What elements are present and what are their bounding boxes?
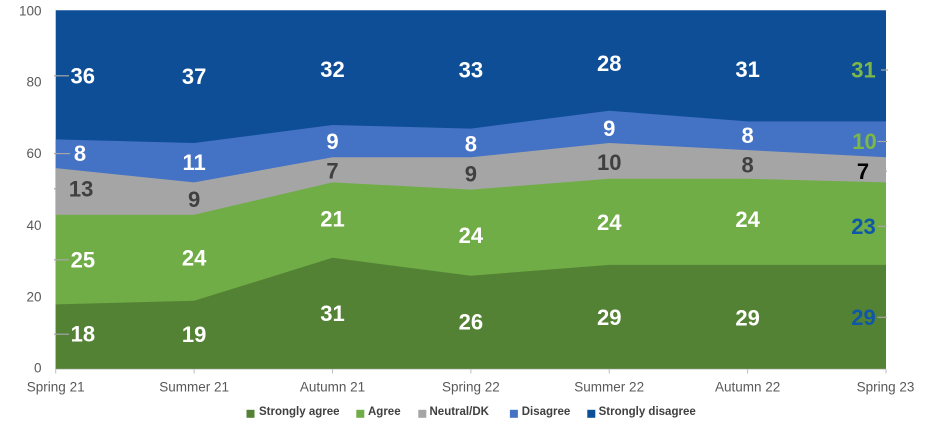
svg-text:Autumn 22: Autumn 22 — [715, 380, 780, 395]
svg-text:7: 7 — [857, 159, 869, 184]
svg-text:24: 24 — [735, 207, 760, 232]
svg-text:24: 24 — [182, 245, 207, 270]
svg-text:29: 29 — [851, 305, 875, 330]
svg-text:Disagree: Disagree — [522, 406, 571, 418]
svg-text:8: 8 — [465, 131, 477, 156]
svg-text:8: 8 — [741, 123, 753, 148]
svg-text:8: 8 — [741, 153, 753, 178]
svg-text:Agree: Agree — [368, 406, 401, 418]
svg-text:11: 11 — [182, 150, 205, 175]
svg-text:40: 40 — [26, 218, 41, 233]
svg-text:37: 37 — [182, 64, 206, 89]
svg-text:29: 29 — [735, 306, 759, 331]
svg-text:19: 19 — [182, 322, 206, 347]
svg-text:9: 9 — [465, 161, 477, 186]
svg-text:26: 26 — [459, 309, 483, 334]
svg-text:80: 80 — [26, 74, 41, 89]
svg-text:10: 10 — [852, 129, 876, 154]
svg-text:10: 10 — [597, 150, 621, 175]
svg-text:Neutral/DK: Neutral/DK — [430, 406, 490, 418]
svg-text:0: 0 — [34, 361, 42, 376]
svg-text:Autumn 21: Autumn 21 — [300, 380, 365, 395]
svg-text:Summer 21: Summer 21 — [159, 380, 229, 395]
svg-text:7: 7 — [326, 158, 338, 183]
svg-text:31: 31 — [735, 57, 759, 82]
svg-text:36: 36 — [70, 63, 94, 88]
svg-text:9: 9 — [603, 116, 615, 141]
svg-text:31: 31 — [320, 301, 344, 326]
svg-text:24: 24 — [459, 223, 484, 248]
svg-text:Summer 22: Summer 22 — [574, 380, 644, 395]
svg-text:Strongly agree: Strongly agree — [259, 406, 340, 418]
svg-text:31: 31 — [851, 58, 875, 83]
svg-text:Spring 22: Spring 22 — [442, 380, 500, 395]
svg-text:21: 21 — [320, 207, 344, 232]
svg-text:8: 8 — [74, 141, 86, 166]
svg-text:Strongly disagree: Strongly disagree — [599, 406, 696, 418]
svg-text:Spring 21: Spring 21 — [27, 380, 85, 395]
svg-text:32: 32 — [320, 57, 344, 82]
svg-text:20: 20 — [26, 290, 41, 305]
svg-text:9: 9 — [326, 129, 338, 154]
svg-text:Spring 23: Spring 23 — [857, 380, 915, 395]
svg-text:9: 9 — [188, 187, 200, 212]
svg-text:23: 23 — [851, 214, 875, 239]
svg-text:29: 29 — [597, 305, 621, 330]
svg-text:28: 28 — [597, 51, 621, 76]
svg-text:100: 100 — [19, 4, 42, 19]
svg-text:24: 24 — [597, 210, 622, 235]
svg-text:18: 18 — [71, 322, 95, 347]
svg-text:25: 25 — [71, 247, 95, 272]
svg-text:13: 13 — [69, 176, 93, 201]
svg-text:60: 60 — [26, 146, 41, 161]
svg-text:33: 33 — [459, 57, 483, 82]
